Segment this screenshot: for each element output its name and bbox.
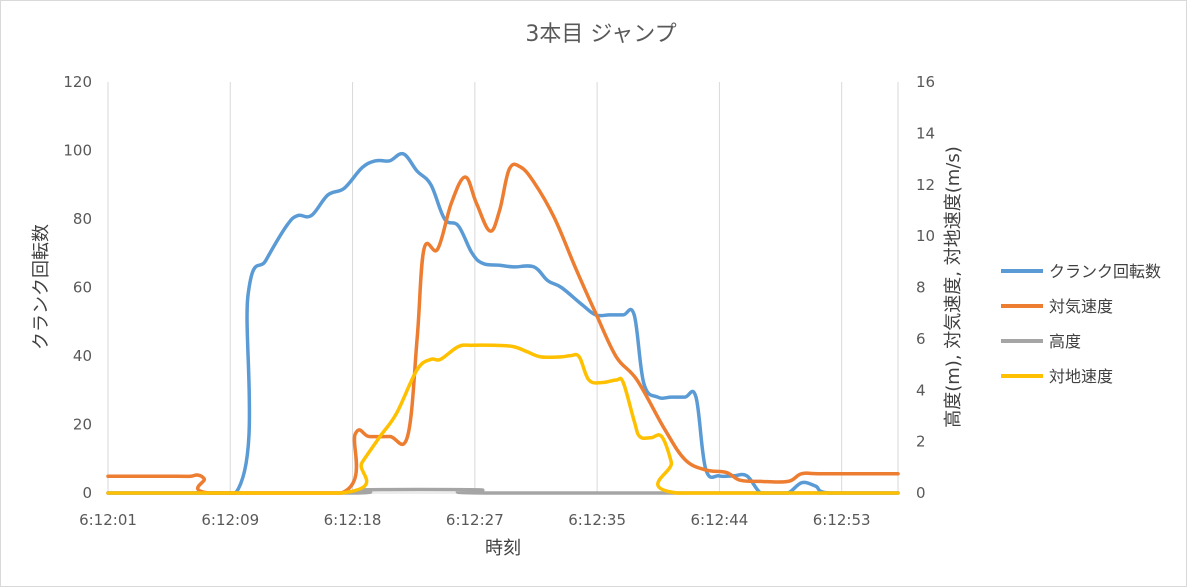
axes — [107, 82, 899, 494]
y-left-tick-label: 60 — [73, 279, 92, 297]
series-lines — [106, 151, 900, 495]
y-axis-left-title: クランク回転数 — [31, 224, 52, 350]
x-axis-title: 時刻 — [485, 538, 521, 559]
legend-label: クランク回転数 — [1049, 262, 1161, 281]
y-axis-right-title: 高度(m), 対気速度, 対地速度(m/s) — [943, 146, 964, 428]
y-left-tick-label: 20 — [73, 416, 92, 434]
series-line-1 — [106, 162, 900, 495]
legend-label: 高度 — [1049, 332, 1081, 351]
chart-title: 3本目 ジャンプ — [525, 22, 676, 47]
y-right-tick-label: 16 — [916, 73, 935, 91]
y-right-tick-label: 14 — [916, 124, 935, 142]
y-left-tick-label: 0 — [82, 484, 92, 502]
x-tick-label: 6:12:09 — [201, 511, 259, 529]
x-tick-label: 6:12:18 — [324, 511, 382, 529]
x-tick-label: 6:12:44 — [690, 511, 748, 529]
x-tick-label: 6:12:53 — [813, 511, 871, 529]
y-right-tick-label: 0 — [916, 484, 926, 502]
series-line-3 — [106, 343, 900, 495]
y-left-tick-label: 40 — [73, 347, 92, 365]
legend-label: 対気速度 — [1049, 297, 1113, 316]
y-right-tick-label: 2 — [916, 433, 926, 451]
grid-lines — [229, 82, 843, 493]
y-right-tick-label: 6 — [916, 330, 926, 348]
y-right-tick-label: 8 — [916, 279, 926, 297]
y-left-tick-label: 80 — [73, 210, 92, 228]
tick-labels: 6:12:01 6:12:09 6:12:18 6:12:27 6:12:35 6:12:… — [63, 73, 935, 529]
y-left-tick-label: 120 — [63, 73, 92, 91]
x-tick-label: 6:12:35 — [568, 511, 626, 529]
y-right-tick-label: 12 — [916, 176, 935, 194]
legend-label: 対地速度 — [1049, 367, 1113, 386]
x-tick-label: 6:12:01 — [79, 511, 137, 529]
series-line-0 — [106, 151, 900, 495]
y-left-tick-label: 100 — [63, 142, 92, 160]
y-right-tick-label: 10 — [916, 227, 935, 245]
x-tick-label: 6:12:27 — [446, 511, 504, 529]
y-right-tick-label: 4 — [916, 381, 926, 399]
